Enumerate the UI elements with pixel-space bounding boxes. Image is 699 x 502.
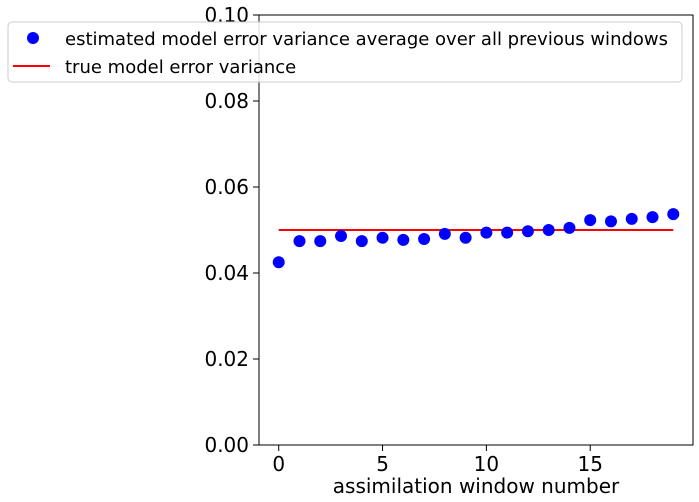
data-point [480, 226, 493, 239]
legend-marker-estimated [27, 32, 39, 44]
data-point [272, 256, 285, 269]
y-tick-label: 0.06 [204, 175, 249, 199]
data-point [501, 226, 514, 239]
data-point [314, 235, 327, 248]
y-tick-label: 0.04 [204, 261, 249, 285]
y-tick-label: 0.08 [204, 89, 249, 113]
data-point [646, 211, 659, 224]
x-tick-label: 15 [577, 452, 602, 476]
data-point [335, 230, 348, 243]
x-tick-label: 10 [474, 452, 499, 476]
x-axis-label: assimilation window number [333, 474, 620, 498]
data-point [438, 227, 451, 240]
data-point [563, 221, 576, 234]
data-point [293, 235, 306, 248]
data-point [604, 215, 617, 228]
x-axis: 0 5 10 15 [272, 445, 603, 476]
data-point [376, 231, 389, 244]
data-point [521, 225, 534, 238]
legend: estimated model error variance average o… [7, 21, 683, 83]
legend-label-estimated: estimated model error variance average o… [65, 29, 668, 50]
y-tick-label: 0.00 [204, 433, 249, 457]
data-point [584, 214, 597, 227]
y-tick-label: 0.02 [204, 347, 249, 371]
y-axis: 0.000.020.040.060.080.10 [204, 3, 259, 457]
data-point [625, 212, 638, 225]
data-point [542, 224, 555, 236]
legend-box [7, 21, 683, 83]
data-point [667, 208, 680, 221]
data-point [459, 231, 472, 244]
data-point [418, 233, 431, 246]
data-point [397, 233, 410, 246]
x-tick-label: 0 [272, 452, 285, 476]
plot-frame [258, 14, 694, 446]
estimated-variance-series [272, 208, 680, 269]
data-point [355, 235, 368, 248]
legend-label-true: true model error variance [65, 57, 296, 78]
x-tick-label: 5 [376, 452, 389, 476]
